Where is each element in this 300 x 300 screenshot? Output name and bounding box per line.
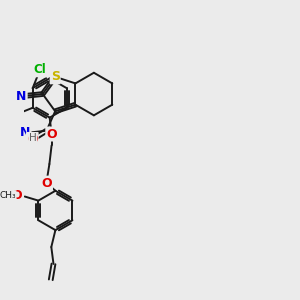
Text: O: O — [12, 189, 22, 202]
Text: N: N — [20, 126, 31, 140]
Text: O: O — [27, 133, 38, 146]
Text: Cl: Cl — [34, 63, 46, 76]
Text: CH₃: CH₃ — [0, 191, 16, 200]
Text: O: O — [46, 128, 57, 140]
Text: H: H — [29, 133, 37, 143]
Text: S: S — [51, 70, 60, 83]
Text: O: O — [41, 177, 52, 190]
Text: N: N — [16, 90, 27, 103]
